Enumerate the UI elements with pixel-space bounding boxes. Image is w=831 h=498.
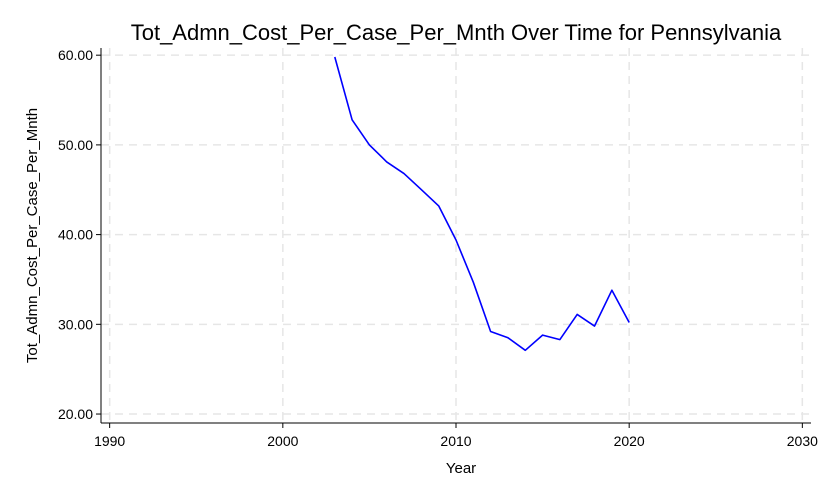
axes bbox=[96, 48, 811, 428]
y-tick-label: 20.00 bbox=[58, 406, 93, 422]
y-tick-label: 30.00 bbox=[58, 316, 93, 332]
grid-lines bbox=[101, 48, 811, 423]
y-tick-label: 60.00 bbox=[58, 47, 93, 63]
x-tick-label: 2000 bbox=[267, 433, 298, 449]
series-layer bbox=[334, 56, 630, 352]
x-tick-label: 2030 bbox=[787, 433, 818, 449]
x-tick-label: 1990 bbox=[94, 433, 125, 449]
y-axis-title: Tot_Admn_Cost_Per_Case_Per_Mnth bbox=[24, 108, 41, 363]
x-tick-label: 2010 bbox=[440, 433, 471, 449]
tick-labels: 1990 2000 2010 2020 2030 20.00 30.00 40.00 50.00… bbox=[58, 47, 818, 449]
y-tick-label: 40.00 bbox=[58, 227, 93, 243]
x-tick-label: 2020 bbox=[614, 433, 645, 449]
y-tick-label: 50.00 bbox=[58, 137, 93, 153]
series-line bbox=[334, 56, 630, 352]
x-axis-title: Year bbox=[446, 460, 476, 477]
chart-title: Tot_Admn_Cost_Per_Case_Per_Mnth Over Tim… bbox=[131, 20, 782, 45]
